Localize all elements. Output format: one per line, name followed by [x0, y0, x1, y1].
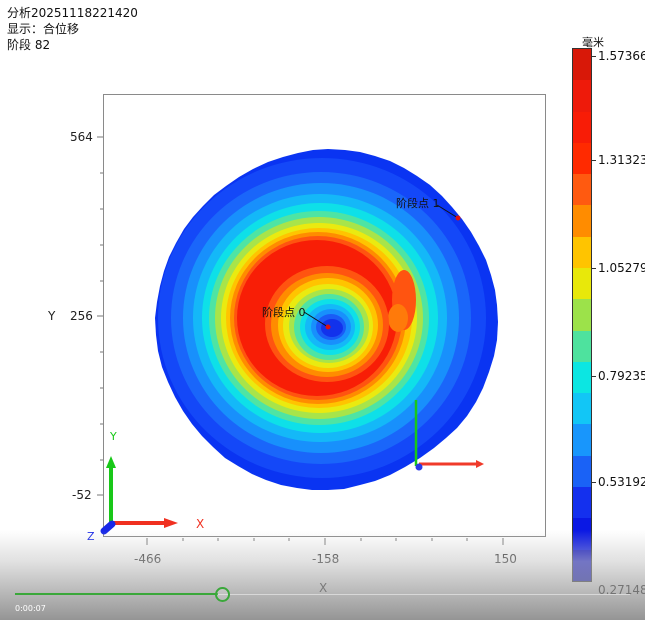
colorbar-band — [573, 205, 591, 237]
colorbar-band — [573, 142, 591, 175]
colorbar-band — [573, 361, 591, 394]
stage-label: 阶段 82 — [7, 38, 51, 52]
progress-knob[interactable] — [215, 587, 230, 602]
colorbar-band — [573, 393, 591, 425]
displacement-contour — [155, 149, 498, 490]
colorbar-band — [573, 330, 591, 362]
colorbar-title: 毫米 — [582, 36, 604, 49]
analysis-title: 分析20251118221420 — [7, 6, 138, 20]
display-label: 显示：合位移 — [7, 22, 80, 36]
progress-fill — [15, 593, 218, 595]
header: 分析20251118221420 显示：合位移 阶段 82 — [7, 5, 138, 53]
playback-time: 0:00:07 — [15, 604, 46, 613]
colorbar-label: 0.53192 — [598, 475, 645, 489]
stage-point-0-marker[interactable]: 阶段点 0 — [262, 305, 331, 330]
colorbar-band — [573, 49, 591, 81]
colorbar-band — [573, 267, 591, 300]
y-tick-label: 564 — [70, 130, 93, 144]
svg-text:阶段点 1: 阶段点 1 — [396, 196, 440, 210]
colorbar-band — [573, 174, 591, 206]
colorbar-band — [573, 299, 591, 331]
colorbar-tick — [592, 376, 596, 377]
global-axis-triad: Y X Z — [87, 430, 204, 543]
colorbar-tick — [592, 268, 596, 269]
y-tick-label: -52 — [72, 488, 92, 502]
colorbar-band — [573, 455, 591, 487]
y-tick-label: 256 — [70, 309, 93, 323]
y-axis-ticks — [97, 136, 103, 496]
colorbar-band — [573, 111, 591, 143]
stage-point-1-marker[interactable]: 阶段点 1 — [396, 196, 461, 221]
local-axis-triad — [414, 400, 484, 471]
progress-track[interactable] — [15, 594, 630, 595]
y-axis-title: Y — [48, 309, 56, 323]
colorbar-band — [573, 486, 591, 519]
svg-text:阶段点 0: 阶段点 0 — [262, 305, 306, 319]
colorbar-label-max: 1.57366 — [598, 49, 645, 63]
video-player-overlay — [0, 530, 645, 620]
svg-text:X: X — [196, 517, 204, 531]
svg-text:Y: Y — [109, 430, 117, 443]
colorbar-band — [573, 80, 591, 112]
colorbar-band — [573, 424, 591, 456]
colorbar-label: 1.31323 — [598, 153, 645, 167]
colorbar-label: 0.79235 — [598, 369, 645, 383]
colorbar-label: 1.05279 — [598, 261, 645, 275]
colorbar — [572, 48, 592, 582]
colorbar-tick — [592, 482, 596, 483]
colorbar-tick — [592, 56, 596, 57]
colorbar-band — [573, 236, 591, 268]
colorbar-tick — [592, 160, 596, 161]
